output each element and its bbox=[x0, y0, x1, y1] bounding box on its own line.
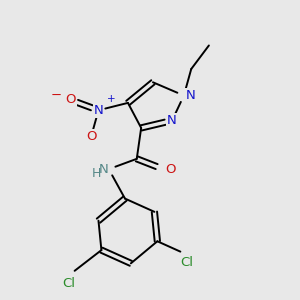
Text: +: + bbox=[107, 94, 116, 104]
Text: H: H bbox=[92, 167, 101, 180]
Text: N: N bbox=[167, 114, 177, 127]
Text: −: − bbox=[50, 89, 62, 102]
Text: Cl: Cl bbox=[180, 256, 193, 269]
Text: O: O bbox=[65, 93, 76, 106]
Text: N: N bbox=[94, 104, 103, 117]
Text: Cl: Cl bbox=[62, 277, 76, 290]
Text: O: O bbox=[86, 130, 96, 143]
Text: N: N bbox=[185, 89, 195, 102]
Text: O: O bbox=[166, 163, 176, 176]
Text: N: N bbox=[99, 163, 109, 176]
